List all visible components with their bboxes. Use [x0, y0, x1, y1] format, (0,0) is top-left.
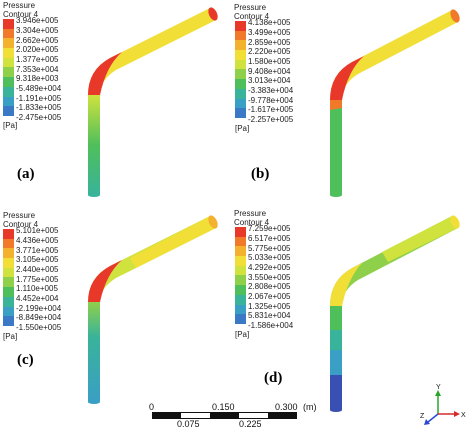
z-axis-label: Z: [420, 413, 425, 420]
legend-label: -2.257e+005: [248, 115, 294, 124]
pipe-contour: [88, 7, 218, 197]
legend-label: 1.775e+005: [16, 275, 59, 284]
legend-label: 3.550e+005: [248, 273, 291, 282]
legend-label: -1.191e+005: [16, 94, 62, 103]
legend-label: 3.499e+005: [248, 28, 291, 37]
legend-label: 1.377e+005: [16, 55, 59, 64]
legend-label: -9.778e+004: [248, 96, 294, 105]
legend-label: -1.550e+005: [16, 323, 62, 332]
legend-label: 2.662e+005: [16, 36, 59, 45]
legend-label: 1.110e+005: [16, 284, 58, 293]
legend-label: 9.408e+004: [248, 67, 291, 76]
pipe-contour: [88, 215, 218, 404]
pipe-contour: [330, 215, 460, 412]
legend-label: -1.833e+005: [16, 103, 62, 112]
legend-label: -3.383e+004: [248, 86, 294, 95]
legend-label: 5.101e+005: [16, 226, 59, 235]
unit-label: [Pa]: [3, 332, 18, 341]
legend-label: 3.771e+005: [16, 246, 59, 255]
legend-label: 3.304e+005: [16, 26, 59, 35]
legend-label: 4.452e+004: [16, 294, 59, 303]
unit-label: [Pa]: [3, 121, 18, 130]
scale-label: 0.150: [212, 402, 235, 412]
legend-label: 2.859e+005: [248, 38, 291, 47]
legend-label: 5.775e+005: [248, 244, 291, 253]
x-axis-label: X: [461, 412, 466, 419]
colorbar: [235, 227, 246, 324]
legend-label: 2.067e+005: [248, 292, 291, 301]
legend-label: 1.580e+005: [248, 57, 291, 66]
legend-title: Pressure Contour 4: [234, 3, 270, 21]
legend-label: -2.199e+004: [16, 304, 62, 313]
legend-label: 2.808e+005: [248, 282, 291, 291]
y-axis-label: Y: [436, 384, 441, 391]
legend-label: 1.325e+005: [248, 302, 291, 311]
legend-label: 5.033e+005: [248, 253, 291, 262]
legend-label: 2.220e+005: [248, 47, 291, 56]
legend-label: -1.617e+005: [248, 105, 294, 114]
panel-a: Pressure Contour 4 3.946e+005 3.304e+005…: [0, 0, 237, 205]
legend-label: 3.013e+004: [248, 76, 291, 85]
panel-c: Pressure Contour 4 5.101e+005 4.436e+005…: [0, 205, 237, 429]
axis-triad-icon: Y X Z: [420, 384, 466, 425]
panel-tag: (c): [17, 352, 34, 368]
legend-label: 6.517e+005: [248, 234, 291, 243]
panel-tag: (d): [264, 370, 283, 386]
scale-label: 0.300: [275, 402, 298, 412]
scale-label: 0.225: [239, 419, 262, 429]
unit-label: [Pa]: [235, 330, 250, 339]
legend-label: -5.489e+004: [16, 84, 62, 93]
legend-label: 7.259e+005: [248, 224, 291, 233]
legend-title: Pressure Contour 4: [234, 209, 270, 227]
legend-label: 7.353e+004: [16, 65, 59, 74]
panel-tag: (a): [17, 166, 35, 182]
panel-b: Pressure Contour 4 4.138e+005 3.499e+005…: [234, 0, 474, 205]
colorbar: [235, 21, 246, 118]
legend-label: 9.318e+003: [16, 74, 59, 83]
legend-label: 5.831e+004: [248, 311, 291, 320]
legend-title: Pressure Contour 4: [3, 1, 39, 19]
legend-label: 3.946e+005: [16, 16, 59, 25]
colorbar: [3, 19, 14, 116]
scale-label: (m): [303, 402, 317, 412]
legend-title: Pressure Contour 4: [3, 211, 39, 229]
legend-label: 4.292e+005: [248, 263, 291, 272]
pipe-contour: [330, 9, 460, 197]
legend-label: 4.138e+005: [248, 18, 291, 27]
legend-label: -1.586e+004: [248, 321, 294, 330]
scale-bar: [152, 412, 297, 419]
panel-tag: (b): [251, 166, 270, 182]
legend-label: 3.105e+005: [16, 255, 59, 264]
unit-label: [Pa]: [235, 124, 250, 133]
legend-label: 4.436e+005: [16, 236, 59, 245]
colorbar: [3, 229, 14, 326]
scale-label: 0: [149, 402, 155, 412]
legend-label: -8.849e+004: [16, 313, 62, 322]
panel-d: Pressure Contour 4 7.259e+005 6.517e+005…: [234, 205, 474, 429]
scale-label: 0.075: [177, 419, 200, 429]
legend-label: 2.440e+005: [16, 265, 59, 274]
legend-label: 2.020e+005: [16, 45, 59, 54]
legend-label: -2.475e+005: [16, 113, 62, 122]
